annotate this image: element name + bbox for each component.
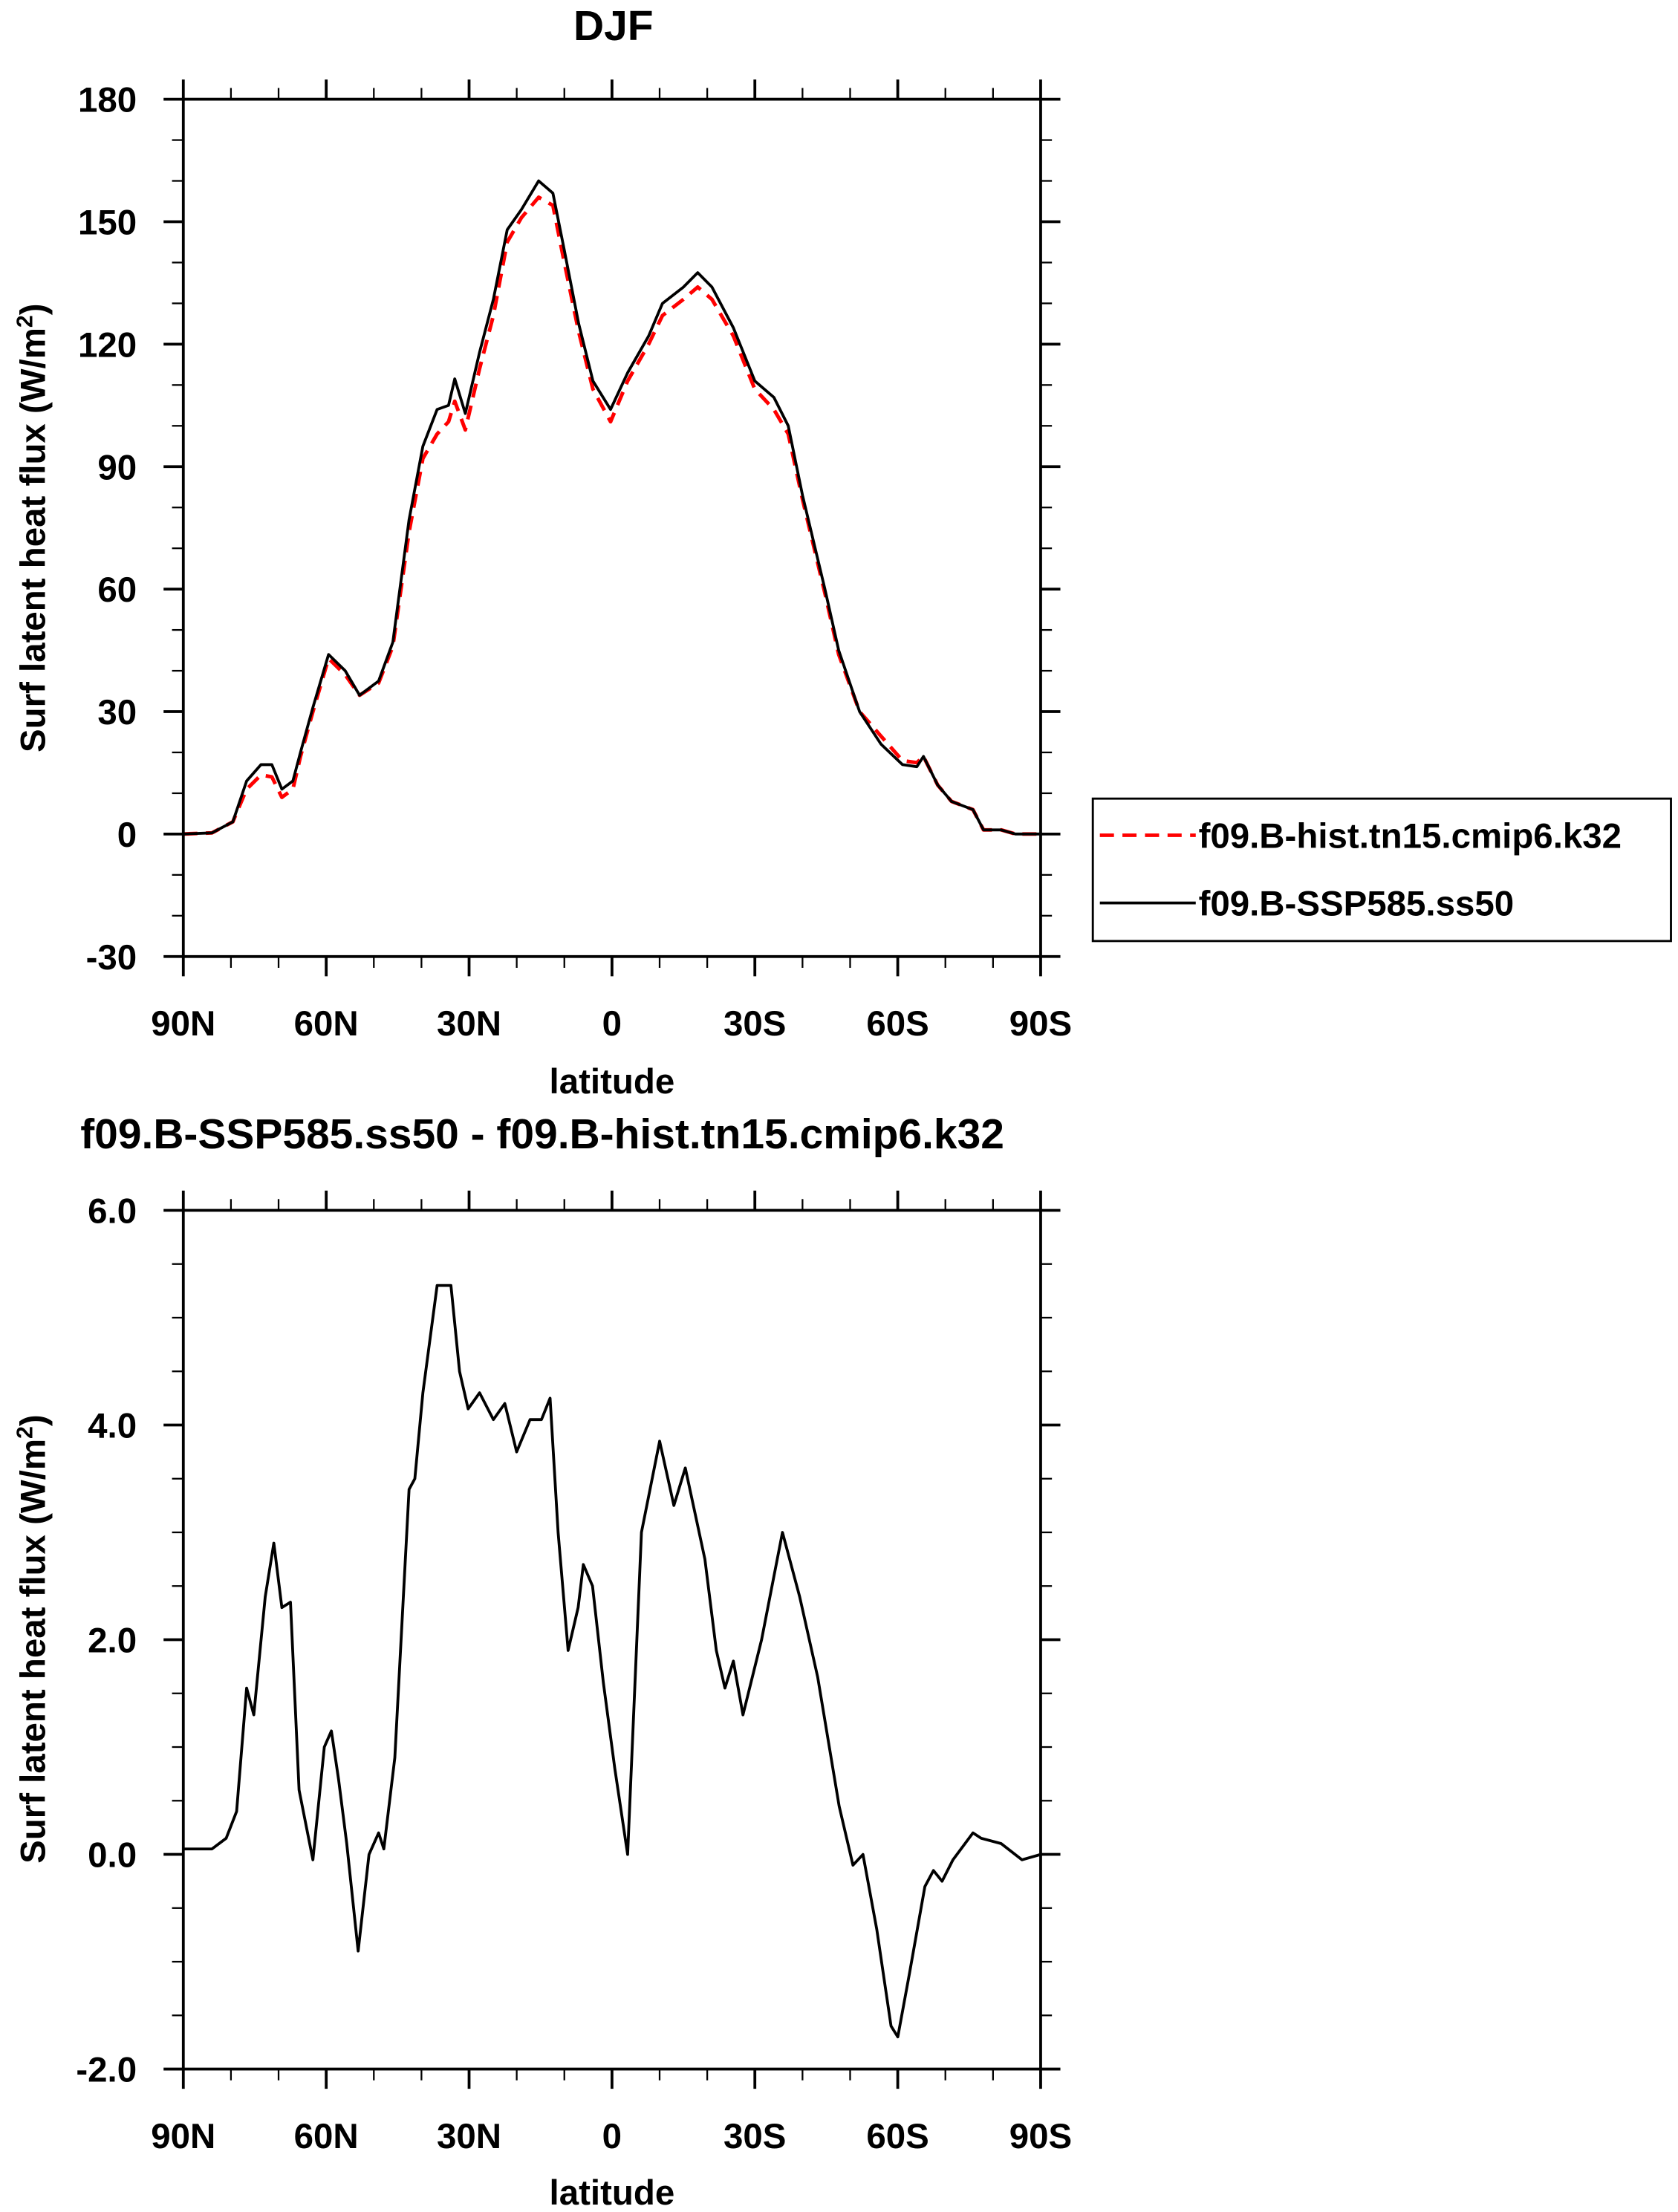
x-tick-label: 60N: [294, 1004, 359, 1044]
y-tick-label: 60: [97, 570, 137, 610]
y-tick-label: 30: [97, 693, 137, 732]
x-tick-label: 90N: [151, 2117, 215, 2156]
legend-label-ssp: f09.B-SSP585.ss50: [1199, 885, 1515, 924]
y-tick-label: -30: [86, 938, 137, 977]
x-tick-label: 30S: [723, 2117, 786, 2156]
y-tick-label: 90: [97, 448, 137, 487]
series-line-difference: [183, 1284, 1041, 2039]
top-panel-djf: DJF latitude Surf latent heat flux (W/m2…: [13, 2, 1672, 1102]
y-tick-label: 0: [117, 816, 137, 855]
x-tick-label: 0: [602, 2117, 622, 2156]
y-tick-label: 4.0: [88, 1407, 137, 1446]
y-tick-label: 2.0: [88, 1621, 137, 1661]
x-tick-label: 0: [602, 1004, 622, 1044]
x-tick-label: 60S: [866, 2117, 929, 2156]
x-tick-label: 60N: [294, 2117, 359, 2156]
x-tick-label: 30N: [437, 2117, 501, 2156]
legend: f09.B-hist.tn15.cmip6.k32 f09.B-SSP585.s…: [1091, 797, 1672, 943]
chart-title-difference: f09.B-SSP585.ss50 - f09.B-hist.tn15.cmip…: [80, 1110, 1004, 1158]
x-tick-label: 90S: [1009, 2117, 1072, 2156]
x-axis-label-bottom: latitude: [550, 2173, 675, 2212]
y-axis-label-bottom: Surf latent heat flux (W/m2): [13, 1414, 53, 1864]
chart-title-djf: DJF: [573, 2, 654, 50]
y-tick-label: -2.0: [76, 2051, 137, 2090]
plot-frame: [181, 97, 1042, 958]
bottom-panel-difference: f09.B-SSP585.ss50 - f09.B-hist.tn15.cmip…: [13, 1110, 1073, 2212]
x-tick-label: 60S: [866, 1004, 929, 1044]
y-tick-label: 150: [78, 204, 137, 243]
legend-box: [1091, 797, 1672, 943]
y-tick-label: 0.0: [88, 1836, 137, 1876]
x-tick-label: 30N: [437, 1004, 501, 1044]
y-tick-label: 6.0: [88, 1192, 137, 1232]
plot-frame: [181, 1209, 1042, 2071]
y-axis-label-top: Surf latent heat flux (W/m2): [13, 303, 53, 752]
y-tick-label: 120: [78, 325, 137, 365]
series-line-f09-b-ssp585-ss50: [183, 179, 1041, 836]
x-tick-label: 90N: [151, 1004, 215, 1044]
series-line-f09-b-hist-tn15-cmip6-k32: [183, 195, 1041, 836]
x-tick-label: 30S: [723, 1004, 786, 1044]
x-tick-label: 90S: [1009, 1004, 1072, 1044]
x-axis-label-top: latitude: [550, 1062, 675, 1102]
y-tick-label: 180: [78, 81, 137, 120]
legend-label-hist: f09.B-hist.tn15.cmip6.k32: [1199, 817, 1622, 856]
